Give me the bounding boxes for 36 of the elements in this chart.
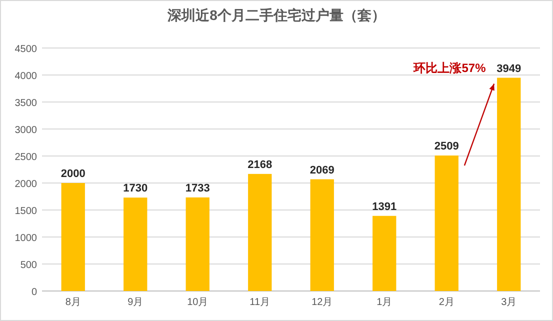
data-label: 2000 — [60, 168, 86, 180]
bar — [372, 216, 396, 291]
y-tick-label: 2000 — [14, 179, 38, 190]
bar — [310, 179, 334, 291]
y-tick-label: 3500 — [14, 98, 38, 109]
bar — [434, 156, 458, 291]
y-tick-label: 0 — [31, 287, 38, 298]
y-tick-label: 1500 — [14, 206, 38, 217]
data-label: 3949 — [496, 62, 522, 75]
y-tick-label: 2500 — [14, 152, 38, 163]
data-label: 2168 — [248, 158, 272, 171]
y-tick-label: 4500 — [14, 44, 38, 55]
bar — [248, 174, 272, 291]
y-tick-label: 4000 — [14, 71, 38, 82]
x-tick-label: 2月 — [438, 297, 454, 308]
data-label: 1391 — [372, 200, 397, 213]
x-tick-label: 1月 — [376, 297, 392, 308]
x-tick-label: 10月 — [187, 297, 208, 308]
y-tick-label: 500 — [20, 260, 38, 271]
bar — [497, 78, 521, 291]
bar — [124, 198, 148, 291]
x-tick-label: 11月 — [250, 297, 270, 308]
x-tick-label: 9月 — [128, 297, 144, 308]
bar — [61, 183, 85, 291]
data-label: 1733 — [185, 182, 210, 194]
data-label: 2069 — [310, 164, 334, 176]
x-tick-label: 12月 — [312, 297, 333, 308]
data-label: 1730 — [123, 182, 148, 195]
annotation: 环比上涨57% — [412, 61, 486, 75]
x-tick-label: 8月 — [65, 297, 81, 308]
y-tick-label: 3000 — [14, 125, 38, 136]
x-tick-label: 3月 — [501, 297, 517, 308]
bar — [186, 197, 210, 291]
chart-title: 深圳近8个月二手住宅过户量（套） — [166, 7, 386, 23]
y-tick-label: 1000 — [14, 233, 38, 244]
data-label: 2509 — [434, 140, 459, 153]
